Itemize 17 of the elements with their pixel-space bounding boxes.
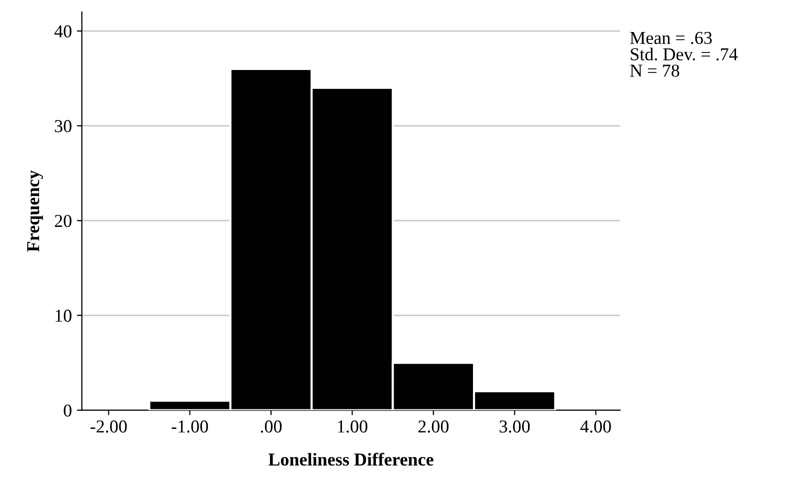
y-tick-label: 0 bbox=[64, 404, 72, 417]
y-tick-label: 30 bbox=[54, 120, 72, 132]
x-tick-label: 4.00 bbox=[580, 420, 611, 433]
text: N = 78 bbox=[630, 64, 680, 77]
y-axis-title: Frequency bbox=[27, 170, 43, 252]
text: Mean = .63 bbox=[630, 32, 712, 44]
y-tick-label: 20 bbox=[54, 214, 72, 228]
text: Std. Dev. = .74 bbox=[630, 48, 738, 60]
x-tick-label: 2.00 bbox=[418, 420, 449, 433]
x-tick-label: -2.00 bbox=[90, 420, 127, 433]
y-tick-label: 40 bbox=[54, 25, 72, 38]
x-tick-label: .00 bbox=[260, 420, 282, 433]
x-tick-label: 1.00 bbox=[338, 420, 368, 433]
x-tick-label: 3.00 bbox=[500, 420, 530, 433]
x-axis-title: Loneliness Difference bbox=[268, 452, 434, 466]
y-tick-label: 10 bbox=[56, 310, 72, 322]
x-tick-label: -1.00 bbox=[172, 420, 208, 433]
